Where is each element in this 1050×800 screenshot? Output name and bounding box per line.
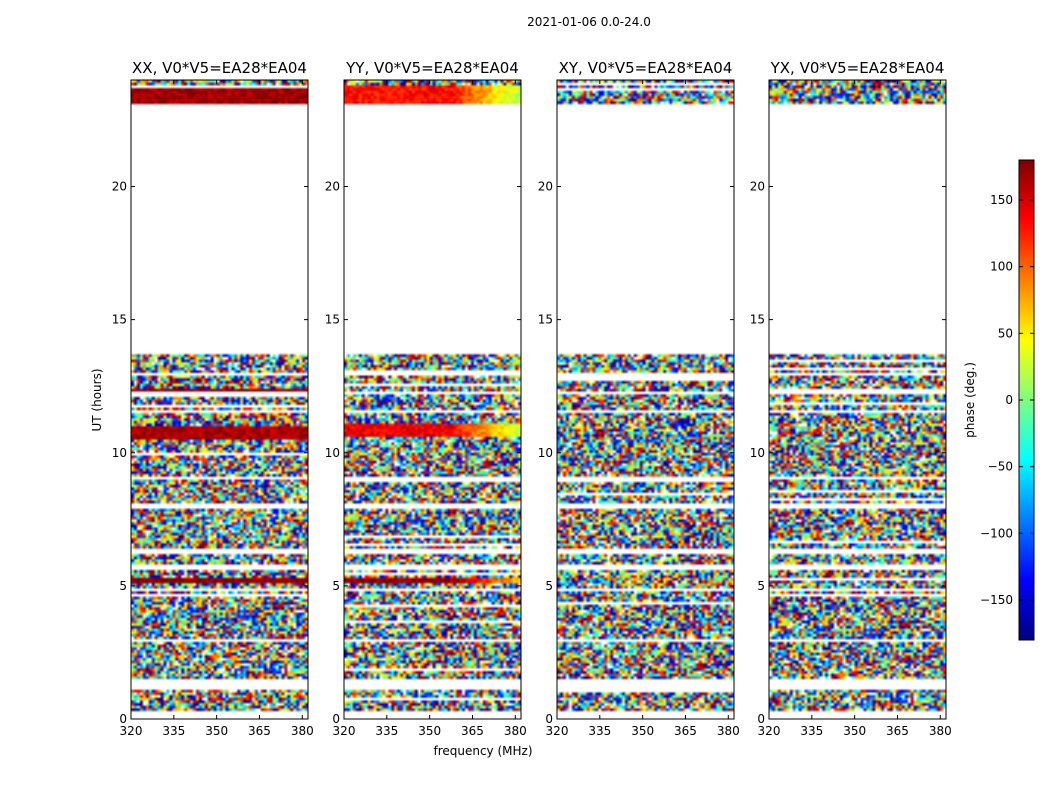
x-tick-label: 380 <box>291 724 314 738</box>
y-tick-label: 10 <box>112 446 127 460</box>
x-tick-label: 350 <box>843 724 866 738</box>
colorbar-label: phase (deg.) <box>963 362 977 438</box>
x-tick-label: 320 <box>333 724 356 738</box>
x-tick-label: 350 <box>205 724 228 738</box>
panel-title-xx: XX, V0*V5=EA28*EA04 <box>132 59 307 77</box>
colorbar-tick-label: −100 <box>980 526 1013 540</box>
heatmap-yy <box>344 80 521 719</box>
axes-frame <box>768 79 947 720</box>
x-tick-label: 380 <box>504 724 527 738</box>
y-tick-label: 10 <box>750 446 765 460</box>
colorbar-tick-label: −150 <box>980 593 1013 607</box>
panel-xx: XX, V0*V5=EA28*EA04 320 335 350 365 380 0 5 10 15… <box>112 59 314 738</box>
x-tick-label: 365 <box>674 724 697 738</box>
panel-yy: YY, V0*V5=EA28*EA04 320 335 350 365 380 0 5 10 15… <box>325 59 527 738</box>
x-tick-label: 335 <box>800 724 823 738</box>
figure-suptitle: 2021-01-06 0.0-24.0 <box>527 15 651 29</box>
axes-frame <box>556 79 735 720</box>
y-tick-label: 20 <box>325 180 340 194</box>
y-tick-label: 0 <box>119 712 127 726</box>
y-tick-label: 5 <box>332 579 340 593</box>
y-axis-label: UT (hours) <box>90 368 104 431</box>
x-tick-label: 320 <box>120 724 143 738</box>
colorbar-tick-label: −50 <box>988 460 1013 474</box>
colorbar-tick-label: 50 <box>998 326 1013 340</box>
panel-title-xy: XY, V0*V5=EA28*EA04 <box>559 59 733 77</box>
panel-xy: XY, V0*V5=EA28*EA04 320 335 350 365 380 0 5 10 15… <box>538 59 740 738</box>
x-tick-label: 365 <box>461 724 484 738</box>
x-axis-label: frequency (MHz) <box>433 744 532 758</box>
y-tick-label: 0 <box>757 712 765 726</box>
x-tick-label: 335 <box>375 724 398 738</box>
y-tick-label: 15 <box>538 313 553 327</box>
colorbar-tick-label: 100 <box>990 260 1013 274</box>
y-tick-label: 5 <box>757 579 765 593</box>
x-tick-label: 320 <box>546 724 569 738</box>
heatmap-xy <box>557 80 734 719</box>
heatmap-xx <box>131 80 308 719</box>
x-tick-label: 350 <box>631 724 654 738</box>
x-tick-label: 320 <box>758 724 781 738</box>
colorbar: 150 100 50 0 −50 −100 −150 phase (deg.) <box>963 159 1035 641</box>
y-tick-label: 5 <box>545 579 553 593</box>
y-tick-label: 0 <box>332 712 340 726</box>
y-tick-label: 5 <box>119 579 127 593</box>
y-tick-label: 20 <box>750 180 765 194</box>
x-tick-label: 350 <box>418 724 441 738</box>
x-tick-label: 365 <box>886 724 909 738</box>
colorbar-tick-label: 0 <box>1005 393 1013 407</box>
x-tick-label: 380 <box>929 724 952 738</box>
axes-frame <box>343 79 522 720</box>
y-tick-label: 0 <box>545 712 553 726</box>
y-tick-label: 15 <box>750 313 765 327</box>
colorbar-tick-label: 150 <box>990 193 1013 207</box>
y-tick-label: 10 <box>325 446 340 460</box>
panel-title-yy: YY, V0*V5=EA28*EA04 <box>345 59 519 77</box>
y-tick-label: 20 <box>112 180 127 194</box>
y-tick-label: 15 <box>325 313 340 327</box>
panel-title-yx: YX, V0*V5=EA28*EA04 <box>770 59 945 77</box>
axes-frame <box>130 79 309 720</box>
x-tick-label: 380 <box>717 724 740 738</box>
x-tick-label: 365 <box>248 724 271 738</box>
panel-yx: YX, V0*V5=EA28*EA04 320 335 350 365 380 0 5 10 15… <box>750 59 952 738</box>
x-tick-label: 335 <box>588 724 611 738</box>
y-tick-label: 10 <box>538 446 553 460</box>
y-tick-label: 20 <box>538 180 553 194</box>
heatmap-yx <box>769 80 946 719</box>
x-tick-label: 335 <box>162 724 185 738</box>
y-tick-label: 15 <box>112 313 127 327</box>
